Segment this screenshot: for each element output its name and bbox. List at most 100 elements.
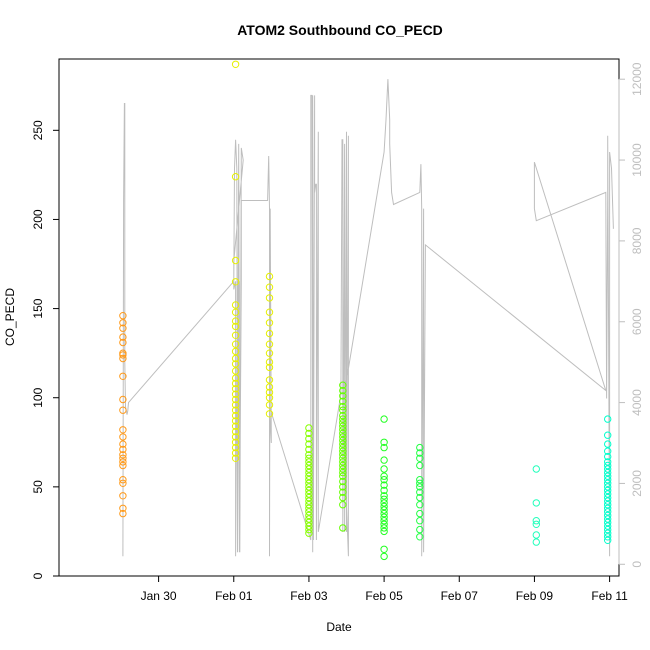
secondary-series-line xyxy=(122,79,614,557)
data-point xyxy=(380,545,388,553)
data-point xyxy=(604,493,612,502)
data-point xyxy=(265,294,274,302)
data-point xyxy=(339,392,347,400)
data-point xyxy=(265,319,274,327)
data-point xyxy=(119,333,127,341)
data-point xyxy=(119,338,127,347)
data-point xyxy=(305,511,313,520)
x-axis-label: Date xyxy=(326,620,352,634)
data-point xyxy=(339,472,347,480)
right-axis: 0 2000 4000 6000 8000 10000 12000 xyxy=(618,62,644,568)
right-tick-label: 8000 xyxy=(630,227,644,254)
data-point xyxy=(339,415,347,423)
data-point xyxy=(305,440,313,448)
data-point xyxy=(380,502,388,511)
data-point xyxy=(119,319,127,327)
data-point xyxy=(380,443,388,452)
data-point xyxy=(339,454,347,462)
data-point xyxy=(231,454,240,462)
data-point xyxy=(265,383,274,391)
data-point xyxy=(339,524,347,532)
data-point xyxy=(380,415,388,423)
x-tick-label: Feb 07 xyxy=(441,589,479,603)
data-point xyxy=(265,401,274,409)
data-point xyxy=(231,354,240,363)
data-point xyxy=(339,406,347,414)
y-axis-label: CO_PECD xyxy=(3,288,17,346)
data-point xyxy=(305,429,313,438)
data-point xyxy=(119,451,127,459)
data-point xyxy=(119,458,127,466)
data-point xyxy=(532,499,540,507)
data-point xyxy=(604,511,612,520)
data-point xyxy=(305,508,313,516)
data-point xyxy=(305,501,313,509)
series-group xyxy=(119,312,127,518)
data-point xyxy=(380,486,388,495)
data-point xyxy=(416,461,424,470)
data-point xyxy=(231,278,240,286)
data-point xyxy=(305,461,313,470)
right-tick-label: 6000 xyxy=(630,308,644,335)
data-point xyxy=(231,417,240,425)
data-point xyxy=(231,427,240,436)
data-point xyxy=(339,381,347,389)
data-point xyxy=(265,363,274,372)
data-point xyxy=(231,308,240,316)
series-group xyxy=(231,60,240,462)
x-tick-label: Feb 05 xyxy=(365,589,403,603)
data-point xyxy=(119,395,127,404)
data-point xyxy=(416,501,424,509)
data-point xyxy=(339,477,347,486)
data-point xyxy=(532,465,540,473)
data-point xyxy=(416,488,424,496)
data-point xyxy=(305,476,313,484)
data-point xyxy=(604,415,612,423)
data-point xyxy=(305,424,313,432)
data-point xyxy=(231,379,240,388)
x-tick-label: Feb 01 xyxy=(215,589,253,603)
x-tick-label: Jan 30 xyxy=(141,589,177,603)
data-point xyxy=(604,529,612,537)
data-point xyxy=(380,472,388,480)
data-point xyxy=(305,486,313,495)
y-tick-label: 0 xyxy=(31,572,45,579)
data-point xyxy=(604,486,612,495)
data-point xyxy=(380,509,388,518)
data-point xyxy=(339,440,347,448)
data-point xyxy=(231,443,240,452)
data-point xyxy=(231,322,240,331)
data-point xyxy=(380,527,388,536)
data-point xyxy=(416,483,424,491)
data-point xyxy=(265,394,274,402)
data-point xyxy=(416,509,424,518)
data-point xyxy=(339,483,347,491)
data-point xyxy=(265,340,274,348)
data-point xyxy=(119,426,127,434)
data-point xyxy=(265,388,274,397)
data-point xyxy=(604,522,612,530)
y-tick-label: 250 xyxy=(31,120,45,140)
data-point xyxy=(380,465,388,473)
data-point xyxy=(604,479,612,487)
data-point xyxy=(305,451,313,459)
data-point xyxy=(231,367,240,375)
data-point xyxy=(604,447,612,455)
data-point xyxy=(339,468,347,477)
data-point xyxy=(305,525,313,534)
data-point xyxy=(305,518,313,527)
data-point xyxy=(604,452,612,461)
data-point xyxy=(305,445,313,454)
data-point xyxy=(231,173,240,181)
y-tick-label: 200 xyxy=(31,209,45,229)
series-group xyxy=(532,465,540,546)
data-point xyxy=(231,411,240,420)
data-point xyxy=(604,533,612,541)
data-point xyxy=(416,449,424,457)
data-point xyxy=(339,411,347,420)
data-point xyxy=(231,390,240,398)
data-point xyxy=(119,445,127,454)
data-point xyxy=(305,479,313,487)
data-point xyxy=(305,483,313,491)
data-point xyxy=(231,433,240,441)
